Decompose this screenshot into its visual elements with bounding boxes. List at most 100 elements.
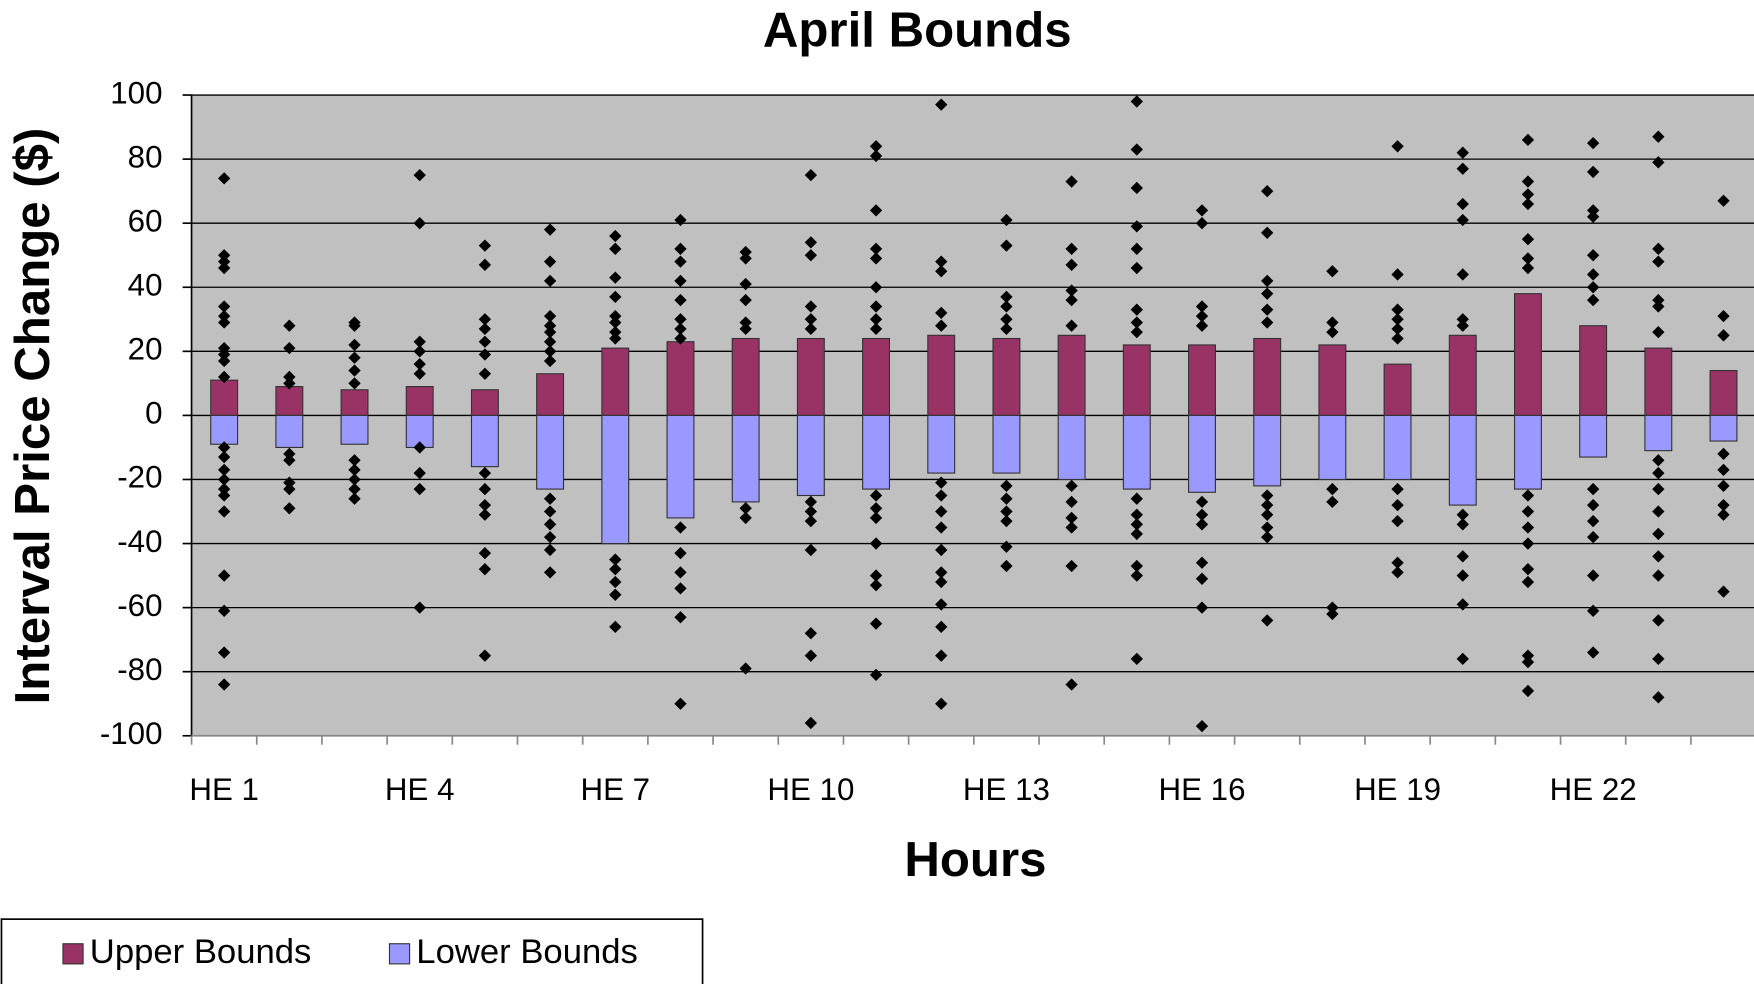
scatter-point xyxy=(413,466,426,480)
scatter-point xyxy=(1456,146,1469,159)
bar xyxy=(1253,414,1282,487)
scatter-point xyxy=(543,325,557,339)
scatter-point xyxy=(935,598,948,611)
scatter-point xyxy=(935,575,948,589)
y-tick-label: -40 xyxy=(117,524,162,559)
scatter-point xyxy=(1717,447,1730,460)
scatter-point xyxy=(1130,95,1143,108)
bar xyxy=(731,414,760,503)
scatter-point xyxy=(543,518,557,531)
scatter-point xyxy=(1130,559,1143,573)
bar xyxy=(1709,369,1738,416)
scatter-point xyxy=(935,476,948,489)
legend-box xyxy=(0,918,704,984)
scatter-point xyxy=(1652,691,1665,704)
scatter-point xyxy=(543,319,557,332)
bar xyxy=(927,334,956,416)
bar xyxy=(1188,414,1216,493)
scatter-point xyxy=(1456,652,1469,666)
scatter-point xyxy=(348,463,361,477)
bar xyxy=(470,414,499,468)
scatter-point xyxy=(935,265,948,278)
bar xyxy=(862,337,891,416)
scatter-point xyxy=(348,338,361,352)
bar xyxy=(1318,414,1347,481)
scatter-point xyxy=(413,482,426,496)
scatter-point xyxy=(804,505,818,518)
scatter-point xyxy=(869,313,883,326)
scatter-point xyxy=(804,313,818,326)
scatter-point xyxy=(1652,293,1665,307)
scatter-point xyxy=(348,377,361,390)
bar xyxy=(1188,344,1216,416)
scatter-point xyxy=(1000,559,1013,573)
scatter-point xyxy=(348,351,361,364)
scatter-point xyxy=(283,341,296,355)
chart-title: April Bounds xyxy=(763,3,1072,58)
scatter-point xyxy=(543,223,557,236)
scatter-point xyxy=(1652,614,1665,627)
scatter-point xyxy=(609,563,622,576)
bar xyxy=(1448,414,1477,506)
scatter-point xyxy=(739,322,752,336)
bar xyxy=(1579,325,1608,416)
bar xyxy=(275,386,304,416)
scatter-point xyxy=(609,332,622,345)
scatter-point xyxy=(1261,185,1274,198)
bar xyxy=(1513,414,1542,490)
scatter-point xyxy=(283,482,296,496)
bar xyxy=(1318,344,1347,416)
scatter-point xyxy=(1456,319,1469,332)
scatter-point xyxy=(869,617,883,630)
scatter-point xyxy=(674,582,687,595)
scatter-point xyxy=(674,322,687,336)
scatter-point xyxy=(739,293,752,307)
bar xyxy=(340,414,369,445)
scatter-point xyxy=(1456,518,1469,531)
scatter-point xyxy=(543,335,557,348)
scatter-point xyxy=(1130,518,1143,531)
scatter-point xyxy=(935,255,948,268)
scatter-point xyxy=(1261,508,1274,521)
legend-label: Upper Bounds xyxy=(90,933,312,971)
bar xyxy=(275,414,304,448)
scatter-point xyxy=(1652,652,1665,666)
scatter-point xyxy=(935,649,948,662)
scatter-point xyxy=(413,357,426,371)
scatter-point xyxy=(1717,498,1730,512)
scatter-point xyxy=(674,274,687,288)
scatter-point xyxy=(739,252,752,265)
scatter-point xyxy=(1391,322,1404,336)
scatter-point xyxy=(674,255,687,268)
bar xyxy=(210,414,239,445)
scatter-point xyxy=(283,447,296,460)
scatter-point xyxy=(1195,217,1209,230)
bar xyxy=(536,414,565,490)
bar xyxy=(601,414,630,545)
scatter-point xyxy=(1000,290,1013,304)
scatter-point xyxy=(869,502,883,515)
bar xyxy=(1644,347,1673,416)
x-tick-label: HE 19 xyxy=(1354,772,1441,807)
bar xyxy=(992,414,1021,474)
scatter-point xyxy=(1391,498,1404,512)
scatter-point xyxy=(804,322,818,336)
scatter-point xyxy=(413,601,426,614)
scatter-point xyxy=(1130,492,1143,505)
scatter-point xyxy=(935,521,948,534)
scatter-point xyxy=(283,319,296,332)
bar xyxy=(796,414,825,497)
scatter-point xyxy=(1717,508,1730,521)
scatter-point xyxy=(869,537,883,550)
scatter-point xyxy=(869,322,883,336)
y-tick-label: -80 xyxy=(117,652,162,687)
scatter-point xyxy=(1130,652,1143,666)
scatter-point xyxy=(674,293,687,307)
scatter-point xyxy=(413,168,426,182)
scatter-point xyxy=(543,566,557,579)
scatter-point xyxy=(804,627,818,640)
bar xyxy=(1057,414,1086,481)
x-tick-label: HE 13 xyxy=(963,772,1050,807)
scatter-point xyxy=(1130,220,1143,233)
